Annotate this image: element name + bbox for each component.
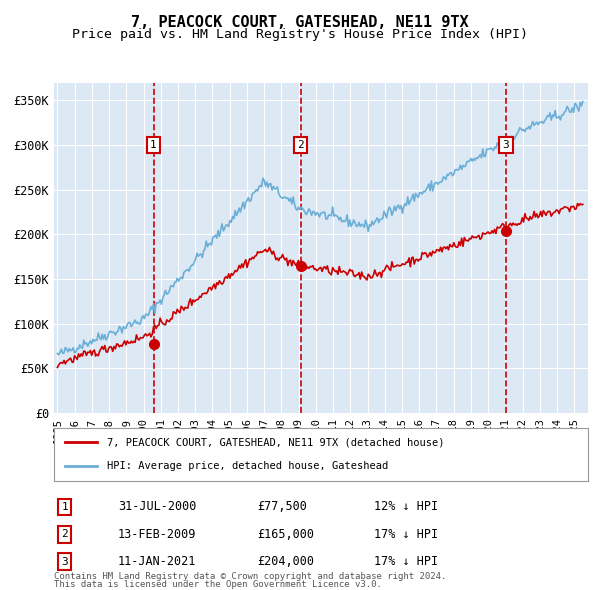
Text: 7, PEACOCK COURT, GATESHEAD, NE11 9TX: 7, PEACOCK COURT, GATESHEAD, NE11 9TX (131, 15, 469, 30)
Text: HPI: Average price, detached house, Gateshead: HPI: Average price, detached house, Gate… (107, 461, 389, 471)
Text: Contains HM Land Registry data © Crown copyright and database right 2024.: Contains HM Land Registry data © Crown c… (54, 572, 446, 581)
Text: 2: 2 (61, 529, 68, 539)
Text: 11-JAN-2021: 11-JAN-2021 (118, 555, 196, 568)
Text: 2: 2 (297, 140, 304, 150)
Text: 3: 3 (61, 557, 68, 567)
Text: 17% ↓ HPI: 17% ↓ HPI (374, 528, 439, 541)
Text: 12% ↓ HPI: 12% ↓ HPI (374, 500, 439, 513)
Text: Price paid vs. HM Land Registry's House Price Index (HPI): Price paid vs. HM Land Registry's House … (72, 28, 528, 41)
Text: This data is licensed under the Open Government Licence v3.0.: This data is licensed under the Open Gov… (54, 580, 382, 589)
Text: £204,000: £204,000 (257, 555, 314, 568)
Text: 1: 1 (150, 140, 157, 150)
Text: 7, PEACOCK COURT, GATESHEAD, NE11 9TX (detached house): 7, PEACOCK COURT, GATESHEAD, NE11 9TX (d… (107, 437, 445, 447)
Text: 17% ↓ HPI: 17% ↓ HPI (374, 555, 439, 568)
Text: 13-FEB-2009: 13-FEB-2009 (118, 528, 196, 541)
Text: 3: 3 (502, 140, 509, 150)
Text: 1: 1 (61, 502, 68, 512)
Text: £165,000: £165,000 (257, 528, 314, 541)
Text: £77,500: £77,500 (257, 500, 307, 513)
Text: 31-JUL-2000: 31-JUL-2000 (118, 500, 196, 513)
